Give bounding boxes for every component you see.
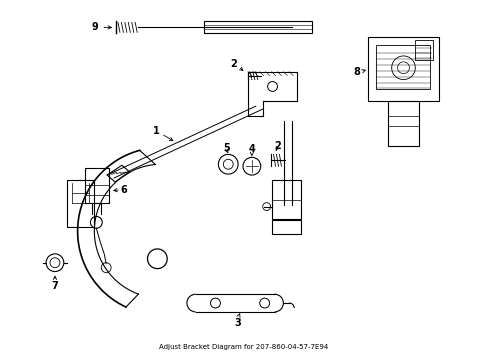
Text: Adjust Bracket Diagram for 207-860-04-57-7E94: Adjust Bracket Diagram for 207-860-04-57… (159, 345, 328, 350)
Text: 7: 7 (52, 281, 58, 291)
Bar (271, 180, 301, 219)
Text: 5: 5 (223, 143, 229, 153)
Bar (67, 180, 94, 227)
Text: 4: 4 (248, 144, 255, 154)
Bar (84, 168, 109, 203)
Text: 8: 8 (353, 67, 360, 77)
Text: 2: 2 (229, 59, 236, 69)
Bar (271, 220, 301, 234)
Bar (367, 37, 438, 101)
Bar (375, 45, 429, 89)
Bar (387, 101, 418, 145)
Text: 3: 3 (234, 318, 241, 328)
Text: 1: 1 (153, 126, 160, 136)
Text: 6: 6 (120, 185, 127, 195)
Bar (203, 22, 311, 33)
Text: 9: 9 (92, 22, 99, 32)
Bar (414, 40, 432, 60)
Text: 2: 2 (274, 140, 280, 150)
Polygon shape (107, 165, 129, 182)
